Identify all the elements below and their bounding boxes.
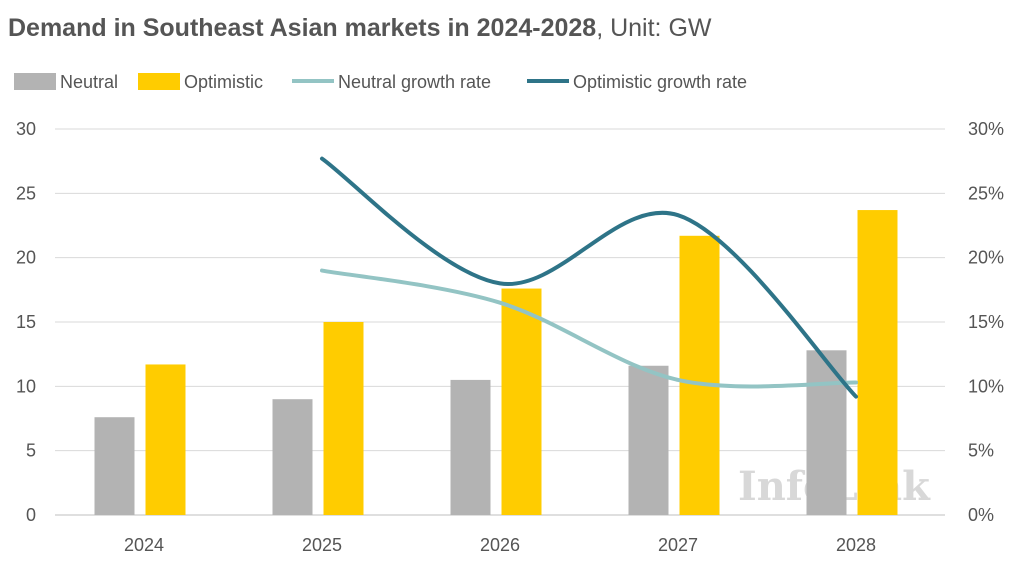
x-tick-label: 2027 [658,535,698,555]
y-left-tick-label: 10 [16,376,36,396]
line-optimistic-growth-rate [320,156,858,399]
x-tick-label: 2025 [302,535,342,555]
x-tick-label: 2026 [480,535,520,555]
x-tick-label: 2024 [124,535,164,555]
bars [94,210,898,515]
bar-optimistic [323,322,364,515]
y-left-tick-label: 15 [16,312,36,332]
y-right-tick-label: 25% [968,183,1004,203]
legend-swatch-optimistic [138,73,180,90]
y-right-tick-label: 5% [968,441,994,461]
bar-optimistic [679,235,720,515]
bar-neutral [272,399,313,515]
y-right-tick-label: 15% [968,312,1004,332]
bar-optimistic [857,210,898,515]
y-left-tick-label: 0 [26,505,36,525]
y-right-tick-label: 20% [968,248,1004,268]
bar-neutral [806,350,847,515]
legend: Neutral Optimistic Neutral growth rate Opti… [14,72,747,92]
lines [320,156,858,399]
y-left-tick-label: 20 [16,248,36,268]
chart-unit: , Unit: GW [596,14,712,42]
legend-label-neutral: Neutral [60,72,118,92]
bar-neutral [94,417,135,515]
y-right-tick-label: 0% [968,505,994,525]
y-right-tick-label: 10% [968,376,1004,396]
bar-neutral [450,379,491,515]
chart-title: Demand in Southeast Asian markets in 202… [8,14,597,42]
x-tick-label: 2028 [836,535,876,555]
legend-label-optimistic: Optimistic [184,72,263,92]
legend-label-neutral-growth-rate: Neutral growth rate [338,72,491,92]
line-neutral-growth-rate [320,268,858,389]
y-left-tick-label: 30 [16,119,36,139]
y-left-tick-label: 25 [16,183,36,203]
y-left-tick-label: 5 [26,441,36,461]
chart-title-row: Demand in Southeast Asian markets in 202… [8,14,712,43]
bar-neutral [628,365,669,515]
bar-optimistic [501,288,542,515]
legend-label-optimistic-growth-rate: Optimistic growth rate [573,72,747,92]
bar-optimistic [145,364,186,515]
legend-swatch-neutral [14,73,56,90]
y-right-tick-label: 30% [968,119,1004,139]
